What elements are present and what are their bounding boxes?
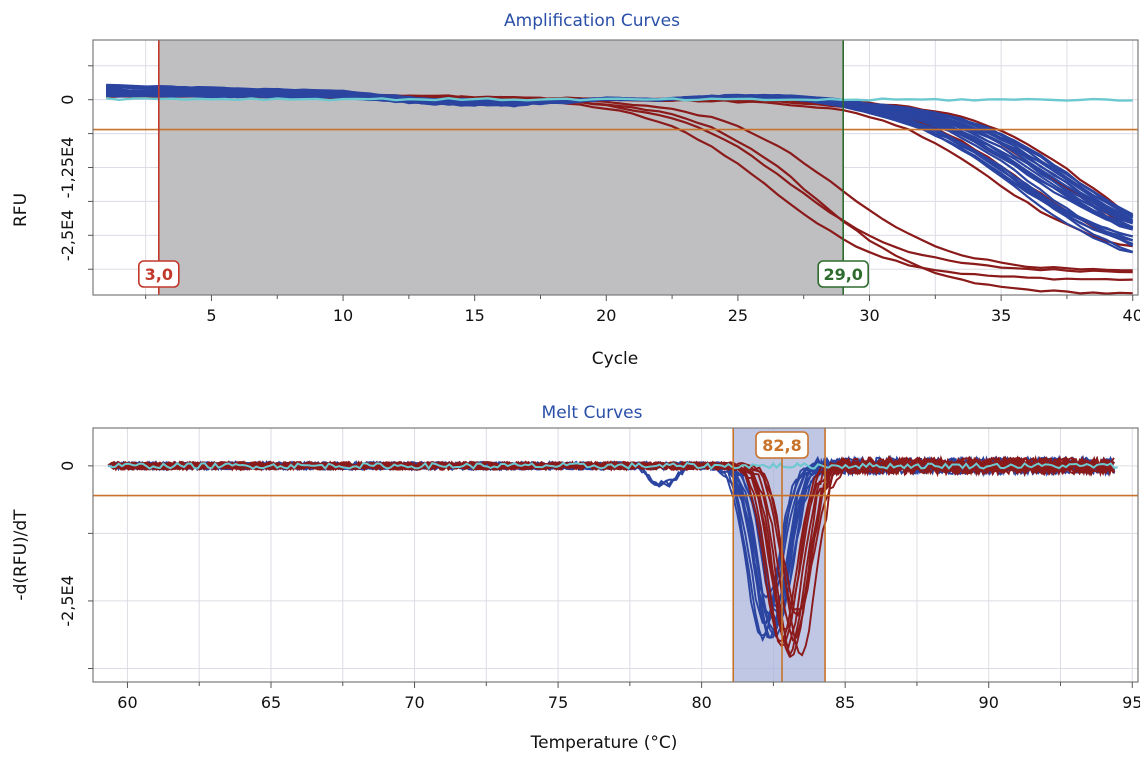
x-tick-label: 85 [835,693,855,712]
marker-badge [138,260,180,288]
x-tick-label: 5 [206,306,216,325]
amplification-x-axis-label: Cycle [592,349,638,369]
marker-badge [817,260,869,288]
melt-curve-blue [114,455,1116,617]
melt-curve-blue [114,454,1115,643]
x-tick-label: 75 [548,693,568,712]
amplification-curve-cyan [106,96,1133,102]
melt-curve-red [111,454,1116,617]
melt-x-axis-label: Temperature (°C) [530,733,678,753]
y-tick-label: 0 [58,95,77,105]
melt-curve-blue [114,456,1115,609]
melt-chart: Melt Curves 82,8 60 65 70 75 80 85 90 95 0 -2,5E4… [11,403,1140,753]
melt-curve-red [112,455,1113,647]
melt-overlays: 82,8 [93,428,1138,682]
melt-curve-red [109,454,1114,649]
melt-curve-blue [116,455,1114,637]
x-tick-label: 60 [117,693,137,712]
amplification-ticks: 5 10 15 20 25 30 35 40 0 -1,25E4 -2,5E4 [58,65,1140,325]
y-tick-label: -2,5E4 [58,210,77,262]
x-tick-label: 95 [1122,693,1140,712]
shaded-region [158,40,844,295]
melt-curve-red [113,454,1115,642]
amplification-title: Amplification Curves [504,11,680,31]
melt-curve-red [116,456,1114,630]
melt-curve-blue [111,454,1115,639]
x-tick-label: 10 [333,306,353,325]
melt-curve-blue [107,456,1115,621]
x-tick-label: 30 [859,306,879,325]
x-tick-label: 80 [691,693,711,712]
marker-label: 3,0 [145,265,173,284]
amplification-y-axis-label: RFU [11,193,31,227]
y-tick-label: -2,5E4 [58,575,77,627]
amplification-chart: Amplification Curves 3,0 29,0 5 10 15 20 25 30… [11,11,1140,369]
melt-title: Melt Curves [542,403,643,423]
x-tick-label: 35 [991,306,1011,325]
melt-curve-blue [117,455,1115,625]
melt-curve-red [116,456,1113,657]
melt-curve-red [110,456,1115,658]
x-tick-label: 40 [1123,306,1140,325]
melt-curve-blue [112,455,1114,636]
melt-curve-red [117,455,1116,659]
y-tick-label: -1,25E4 [58,137,77,199]
melt-curve-blue [110,455,1116,599]
melt-curve-blue [117,454,1116,638]
melt-series [107,454,1118,659]
amplification-shaded-region [158,40,844,295]
melt-curve-blue [117,455,1115,627]
x-tick-label: 90 [979,693,999,712]
melt-frame [92,427,1139,683]
x-tick-label: 25 [728,306,748,325]
marker-label: 29,0 [823,265,862,284]
y-tick-label: 0 [58,461,77,471]
marker-label: 82,8 [762,436,801,455]
marker-badge [755,431,809,459]
melt-y-axis-label: -d(RFU)/dT [11,509,31,601]
melt-curve-red [107,456,1115,643]
melt-curve-cyan [107,461,1118,471]
x-tick-label: 15 [464,306,484,325]
x-tick-label: 20 [596,306,616,325]
melt-ticks: 60 65 70 75 80 85 90 95 0 -2,5E4 [58,461,1140,712]
x-tick-label: 70 [404,693,424,712]
x-tick-label: 65 [261,693,281,712]
melt-curve-blue [112,455,1113,639]
amplification-overlays: 3,0 29,0 [93,40,1138,295]
amplification-series [106,83,1134,295]
